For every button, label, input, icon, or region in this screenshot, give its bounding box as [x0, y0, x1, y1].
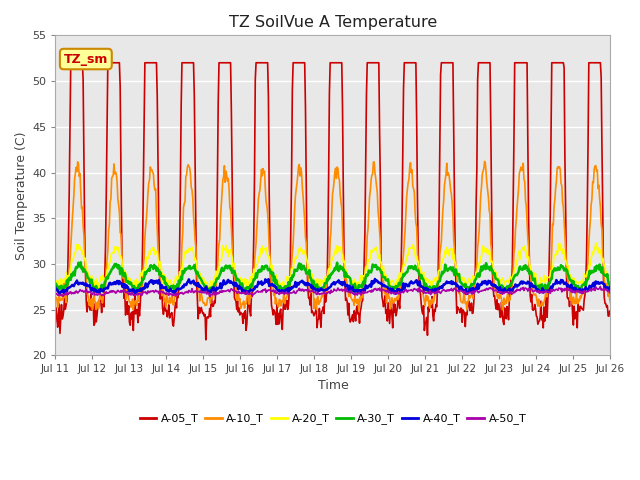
Text: TZ_sm: TZ_sm [63, 52, 108, 66]
A-20_T [417, 268, 425, 274]
A-20_T [592, 240, 600, 246]
A-30_T [120, 273, 127, 279]
Line: A-30_T: A-30_T [55, 262, 611, 292]
A-40_T [56, 291, 64, 297]
A-20_T [205, 284, 213, 289]
A-30_T [51, 284, 59, 289]
Line: A-50_T: A-50_T [55, 287, 611, 297]
A-10_T [205, 295, 213, 300]
A-50_T [596, 284, 604, 289]
A-50_T [206, 294, 214, 300]
A-05_T [206, 306, 214, 312]
A-40_T [62, 287, 70, 292]
A-10_T [417, 283, 425, 288]
A-10_T [51, 293, 59, 299]
A-20_T [61, 278, 69, 284]
A-30_T [204, 289, 212, 295]
X-axis label: Time: Time [317, 379, 348, 392]
A-40_T [205, 289, 213, 295]
A-30_T [607, 283, 614, 289]
A-40_T [120, 281, 127, 287]
A-05_T [202, 337, 210, 343]
A-10_T [61, 291, 69, 297]
A-30_T [61, 284, 69, 289]
A-30_T [176, 280, 184, 286]
Line: A-40_T: A-40_T [55, 279, 611, 294]
A-10_T [401, 228, 409, 233]
A-05_T [51, 319, 59, 325]
Legend: A-05_T, A-10_T, A-20_T, A-30_T, A-40_T, A-50_T: A-05_T, A-10_T, A-20_T, A-30_T, A-40_T, … [135, 409, 531, 429]
A-20_T [51, 282, 59, 288]
A-50_T [175, 291, 182, 297]
A-40_T [402, 281, 410, 287]
A-10_T [88, 307, 96, 312]
Line: A-05_T: A-05_T [55, 63, 611, 340]
A-30_T [418, 275, 426, 280]
A-20_T [175, 275, 182, 281]
A-05_T [607, 310, 614, 316]
A-20_T [607, 276, 614, 282]
Line: A-20_T: A-20_T [55, 243, 611, 294]
A-40_T [418, 284, 426, 289]
A-05_T [176, 245, 184, 251]
A-50_T [118, 288, 126, 294]
A-50_T [61, 292, 69, 298]
A-10_T [481, 158, 488, 164]
A-05_T [61, 306, 69, 312]
A-30_T [77, 259, 84, 265]
A-05_T [67, 60, 75, 66]
A-05_T [418, 309, 426, 314]
Y-axis label: Soil Temperature (C): Soil Temperature (C) [15, 131, 28, 260]
A-10_T [607, 300, 614, 306]
A-10_T [120, 276, 127, 281]
A-50_T [51, 291, 59, 297]
A-50_T [607, 288, 614, 294]
Title: TZ SoilVue A Temperature: TZ SoilVue A Temperature [228, 15, 437, 30]
A-30_T [402, 270, 410, 276]
A-50_T [417, 288, 425, 294]
A-10_T [176, 281, 184, 287]
A-30_T [206, 286, 214, 291]
A-50_T [204, 289, 212, 295]
A-40_T [176, 287, 184, 292]
A-40_T [607, 288, 614, 293]
A-05_T [402, 60, 410, 66]
A-20_T [118, 267, 126, 273]
A-05_T [120, 276, 127, 282]
A-40_T [51, 285, 59, 290]
A-20_T [401, 262, 409, 268]
Line: A-10_T: A-10_T [55, 161, 611, 310]
A-40_T [371, 276, 379, 282]
A-20_T [204, 291, 212, 297]
A-50_T [401, 288, 409, 294]
